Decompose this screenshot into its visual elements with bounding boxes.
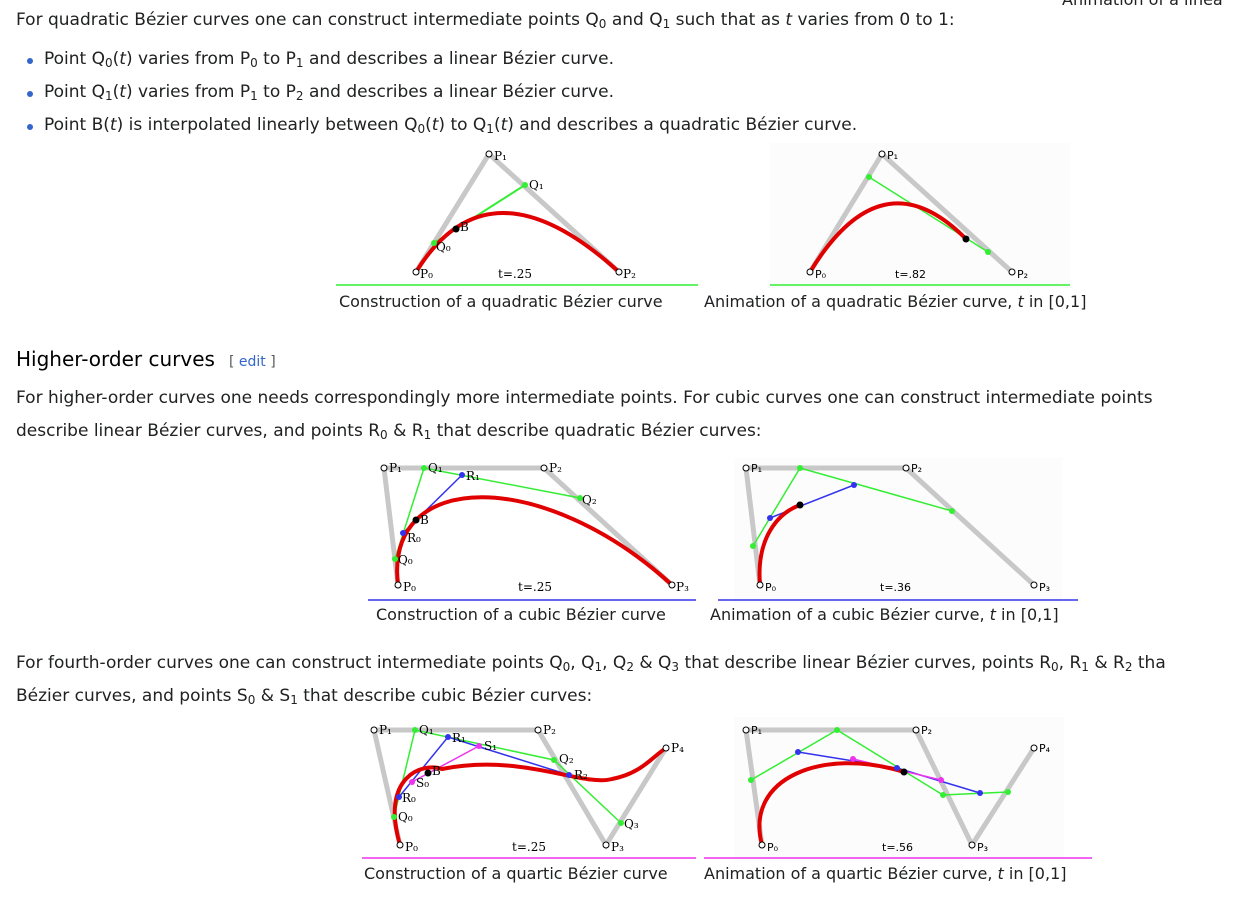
svg-text:P₃: P₃	[977, 841, 988, 854]
svg-text:P₂: P₂	[911, 462, 922, 475]
cubic-construction-figure: P₁ Q₁ R₁ P₂ Q₂ B R₀ Q₀ P₀ P₃ t=.25	[368, 461, 696, 601]
svg-text:R₀: R₀	[407, 531, 421, 545]
quadratic-bullets: Point Q0(t) varies from P0 to P1 and des…	[24, 43, 857, 142]
svg-text:Q₁: Q₁	[419, 723, 434, 737]
fourth-para-line1: For fourth-order curves one can construc…	[16, 653, 1166, 674]
bullet-q1: Point Q1(t) varies from P1 to P2 and des…	[24, 76, 857, 109]
svg-text:P₃: P₃	[1039, 581, 1050, 594]
svg-text:Q₃: Q₃	[624, 817, 639, 831]
svg-text:S₁: S₁	[484, 739, 497, 753]
svg-text:P₃: P₃	[676, 580, 689, 594]
svg-text:R₁: R₁	[466, 469, 480, 483]
svg-text:P₁: P₁	[751, 462, 762, 475]
svg-text:Q₀: Q₀	[398, 553, 413, 567]
svg-text:R₂: R₂	[574, 768, 588, 782]
svg-text:P₁: P₁	[751, 724, 762, 737]
svg-text:Q₀: Q₀	[398, 810, 413, 824]
t-label: t=.56	[882, 841, 913, 854]
cubic-animation-figure: P₁ P₂ P₀ P₃ t=.36	[718, 458, 1078, 603]
svg-text:B: B	[420, 513, 429, 527]
caption-quad-animation: Animation of a quadratic Bézier curve, t…	[704, 292, 1087, 311]
svg-text:S₀: S₀	[416, 776, 429, 790]
svg-text:P₁: P₁	[389, 461, 402, 475]
quadratic-construction-figure: P₁ Q₁ B Q₀ P₀ P₂ t=.25	[336, 149, 698, 286]
svg-text:P₀: P₀	[815, 268, 827, 281]
t-label: t=.25	[512, 840, 546, 854]
svg-text:B: B	[432, 764, 441, 778]
svg-text:P₁: P₁	[494, 149, 507, 163]
svg-text:P₂: P₂	[1017, 268, 1028, 281]
quartic-animation-figure: P₁ P₂ P₄ P₀ P₃ t=.56	[704, 717, 1092, 862]
t-label: t=.36	[880, 581, 911, 594]
svg-text:P₀: P₀	[403, 580, 416, 594]
svg-text:Q₁: Q₁	[428, 461, 443, 475]
svg-text:P₀: P₀	[767, 841, 779, 854]
caption-quartic-construction: Construction of a quartic Bézier curve	[364, 864, 668, 883]
svg-text:P₂: P₂	[623, 267, 636, 281]
svg-text:B: B	[460, 220, 469, 234]
quadratic-animation-figure: P₁ P₀ P₂ t=.82	[770, 143, 1070, 288]
higher-para-line2: describe linear Bézier curves, and point…	[16, 421, 762, 442]
svg-text:P₃: P₃	[611, 840, 624, 854]
quartic-construction-figure: P₁ Q₁ R₁ S₁ P₂ Q₂ R₂ B S₀ R₀ Q₀ Q₃ P₀ P₃…	[362, 723, 696, 859]
svg-text:Q₂: Q₂	[582, 493, 597, 507]
t-label: t=.82	[895, 268, 926, 281]
t-label: t=.25	[518, 580, 552, 594]
section-heading: Higher-order curves[ edit ]	[16, 347, 276, 371]
bullet-b: Point B(t) is interpolated linearly betw…	[24, 109, 857, 142]
quadratic-intro: For quadratic Bézier curves one can cons…	[16, 10, 955, 31]
t-label: t=.25	[498, 267, 532, 281]
higher-para-line1: For higher-order curves one needs corres…	[16, 388, 1153, 408]
svg-text:P₁: P₁	[379, 723, 392, 737]
caption-quad-construction: Construction of a quadratic Bézier curve	[339, 292, 663, 311]
svg-text:R₀: R₀	[402, 791, 416, 805]
edit-link[interactable]: edit	[238, 354, 266, 370]
svg-text:P₂: P₂	[543, 723, 556, 737]
svg-text:P₂: P₂	[921, 724, 932, 737]
svg-text:P₀: P₀	[765, 581, 777, 594]
svg-text:R₁: R₁	[452, 731, 466, 745]
section-title: Higher-order curves	[16, 347, 215, 371]
svg-text:Q₂: Q₂	[559, 752, 574, 766]
svg-text:P₀: P₀	[420, 267, 433, 281]
fourth-para-line2: Bézier curves, and points S0 & S1 that d…	[16, 686, 593, 707]
svg-text:P₄: P₄	[1039, 742, 1051, 755]
bullet-q0: Point Q0(t) varies from P0 to P1 and des…	[24, 43, 857, 76]
caption-quartic-animation: Animation of a quartic Bézier curve, t i…	[704, 864, 1067, 883]
svg-text:P₂: P₂	[549, 461, 562, 475]
svg-text:Q₁: Q₁	[529, 178, 544, 192]
caption-cubic-animation: Animation of a cubic Bézier curve, t in …	[710, 605, 1059, 624]
svg-text:P₀: P₀	[405, 840, 418, 854]
svg-text:P₁: P₁	[887, 149, 898, 162]
top-right-caption: Animation of a linea	[1062, 0, 1223, 9]
caption-cubic-construction: Construction of a cubic Bézier curve	[376, 605, 666, 624]
svg-text:Q₀: Q₀	[436, 240, 451, 254]
svg-text:P₄: P₄	[671, 741, 684, 755]
